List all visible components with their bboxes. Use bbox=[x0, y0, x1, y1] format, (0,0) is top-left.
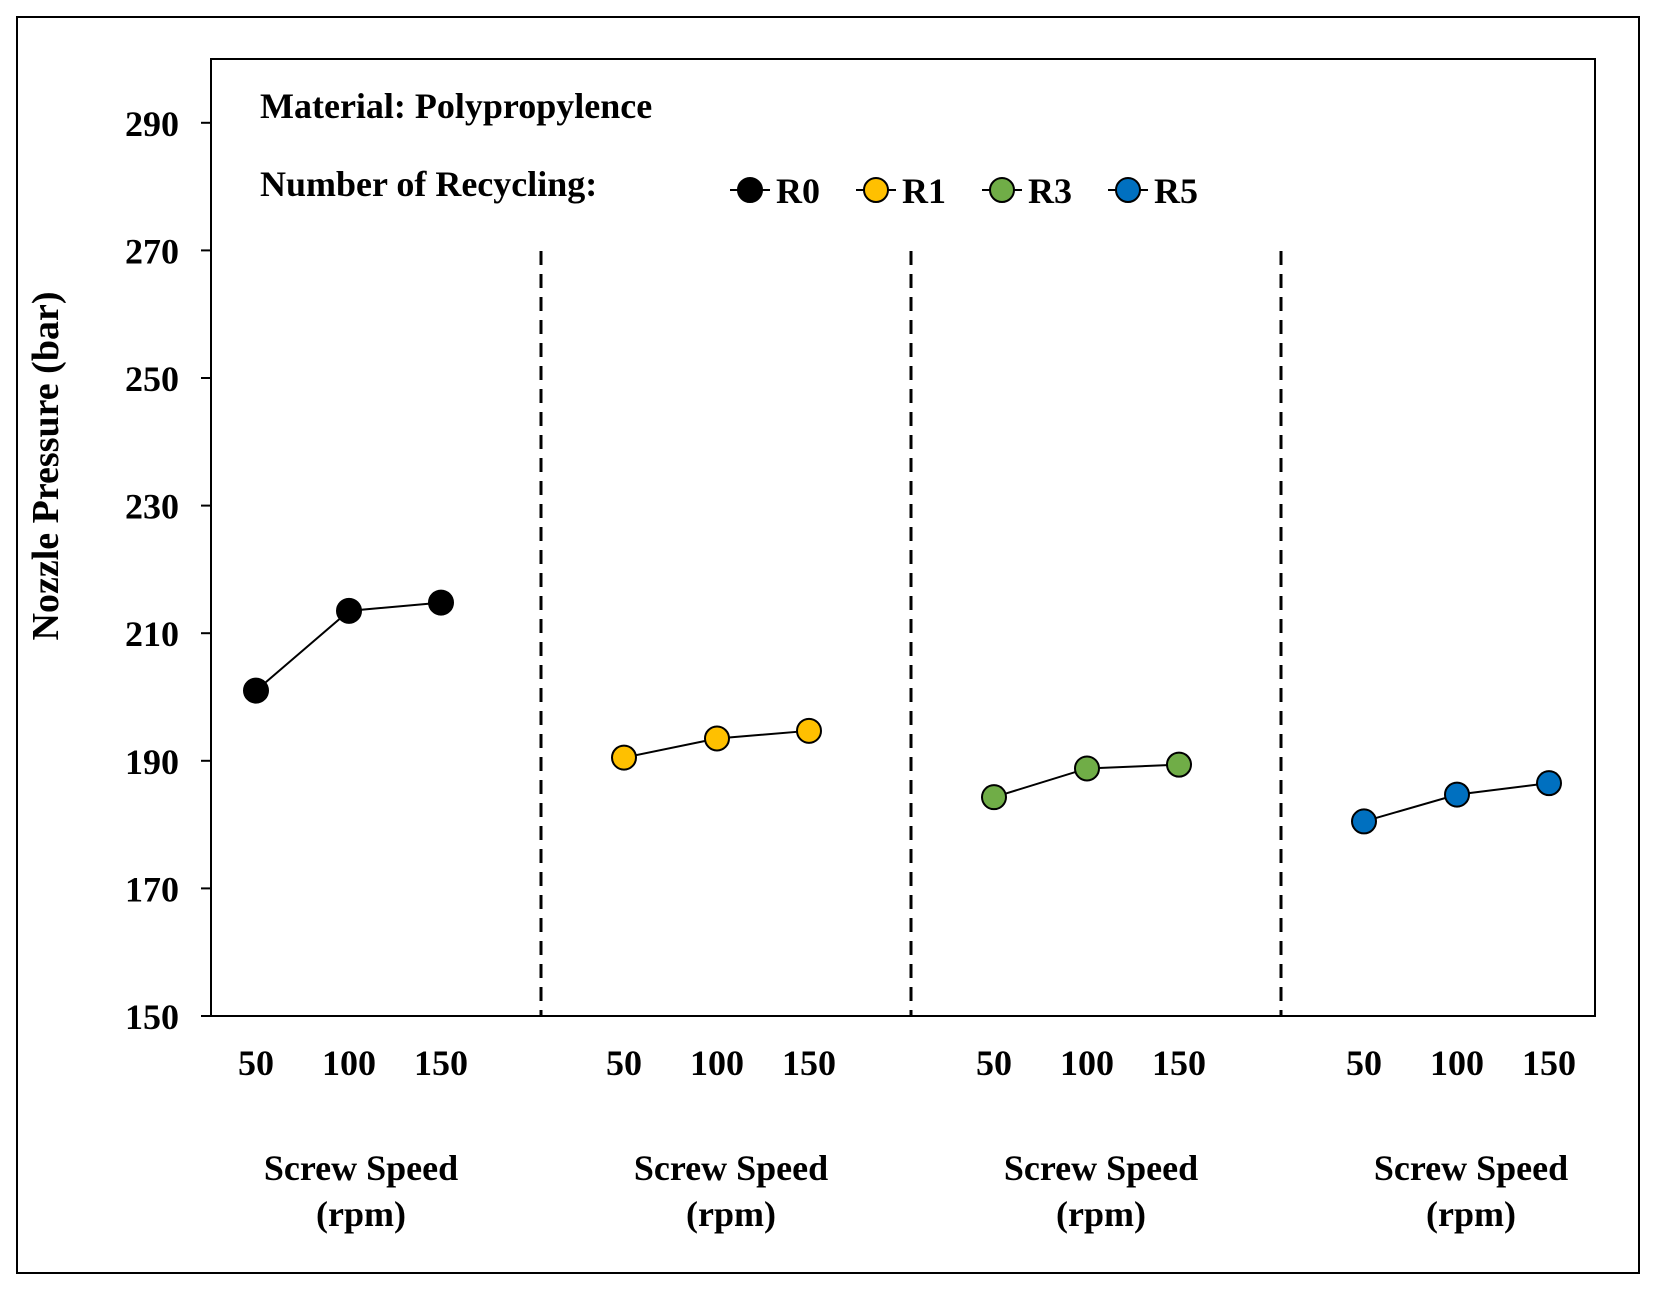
material-annotation: Material: Polypropylence bbox=[260, 86, 652, 126]
x-tick-label: 150 bbox=[1152, 1043, 1206, 1083]
x-axis-label: (rpm) bbox=[316, 1194, 406, 1234]
x-axis-label: Screw Speed bbox=[264, 1148, 458, 1188]
legend-marker-r0 bbox=[737, 177, 763, 203]
x-tick-label: 150 bbox=[782, 1043, 836, 1083]
x-tick-label: 100 bbox=[322, 1043, 376, 1083]
data-point-r5-150 bbox=[1536, 770, 1562, 797]
data-point-r0-150 bbox=[428, 589, 454, 616]
x-axis-label: (rpm) bbox=[1056, 1194, 1146, 1234]
y-axis-label: Nozzle Pressure (bar) bbox=[25, 292, 67, 641]
y-tick-label: 230 bbox=[125, 487, 179, 527]
y-tick-label: 290 bbox=[125, 104, 179, 144]
legend-marker-r3 bbox=[989, 177, 1015, 203]
x-tick-label: 150 bbox=[1522, 1043, 1576, 1083]
y-tick-label: 190 bbox=[125, 742, 179, 782]
x-tick-label: 100 bbox=[1060, 1043, 1114, 1083]
x-tick-label: 50 bbox=[238, 1043, 274, 1083]
legend-marker-r1 bbox=[863, 177, 889, 203]
legend-label-r5: R5 bbox=[1154, 171, 1198, 211]
plot-area bbox=[210, 58, 1596, 1017]
legend-label-r3: R3 bbox=[1028, 171, 1072, 211]
x-tick-label: 150 bbox=[414, 1043, 468, 1083]
data-point-r0-100 bbox=[336, 597, 362, 624]
y-tick-label: 170 bbox=[125, 869, 179, 909]
x-axis-label: Screw Speed bbox=[1374, 1148, 1568, 1188]
x-axis-label: Screw Speed bbox=[634, 1148, 828, 1188]
x-tick-label: 50 bbox=[1346, 1043, 1382, 1083]
y-tick-label: 210 bbox=[125, 614, 179, 654]
legend-label-r1: R1 bbox=[902, 171, 946, 211]
data-point-r3-50 bbox=[981, 784, 1007, 811]
x-tick-label: 100 bbox=[1430, 1043, 1484, 1083]
data-point-r3-150 bbox=[1166, 751, 1192, 778]
data-point-r3-100 bbox=[1074, 755, 1100, 782]
x-tick-label: 100 bbox=[690, 1043, 744, 1083]
legend-marker-r5 bbox=[1115, 177, 1141, 203]
x-tick-label: 50 bbox=[976, 1043, 1012, 1083]
data-point-r1-100 bbox=[704, 725, 730, 752]
data-point-r5-50 bbox=[1351, 808, 1377, 835]
x-tick-label: 50 bbox=[606, 1043, 642, 1083]
legend-title: Number of Recycling: bbox=[260, 164, 597, 204]
legend-label-r0: R0 bbox=[776, 171, 820, 211]
group-separators bbox=[539, 251, 1283, 1016]
x-axis-label: (rpm) bbox=[1426, 1194, 1516, 1234]
series-layer bbox=[243, 589, 1562, 835]
x-axis-label: (rpm) bbox=[686, 1194, 776, 1234]
y-tick-label: 150 bbox=[125, 997, 179, 1037]
data-point-r0-50 bbox=[243, 677, 269, 704]
data-point-r5-100 bbox=[1444, 781, 1470, 808]
data-point-r1-50 bbox=[611, 744, 637, 771]
x-axis-label: Screw Speed bbox=[1004, 1148, 1198, 1188]
y-tick-label: 250 bbox=[125, 359, 179, 399]
y-axis: 150 170 190 210 230 250 270 290 bbox=[125, 104, 211, 1037]
x-axis: 50 100 150 Screw Speed (rpm) 50 100 150 Screw Sp… bbox=[238, 1043, 1576, 1234]
outer-frame bbox=[16, 16, 1640, 1274]
y-tick-label: 270 bbox=[125, 231, 179, 271]
legend: R0 R1 R3 R5 bbox=[730, 171, 1198, 211]
data-point-r1-150 bbox=[796, 717, 822, 744]
